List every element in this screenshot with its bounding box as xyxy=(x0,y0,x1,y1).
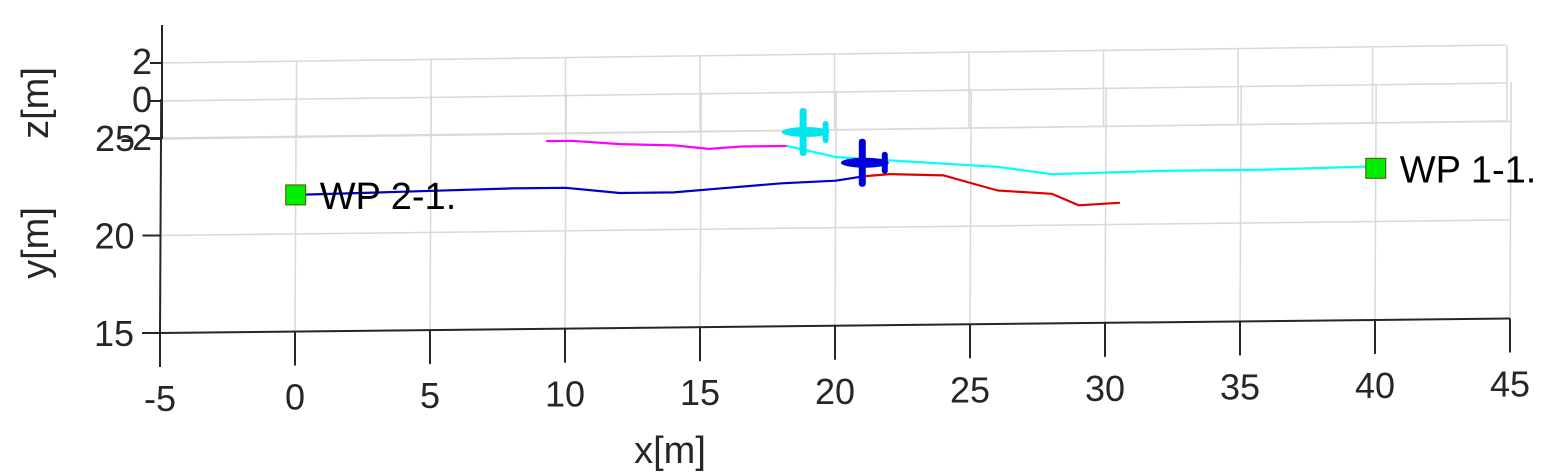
waypoint-label-1: WP 1-1. xyxy=(1400,149,1537,191)
y-tick-label-0: 15 xyxy=(94,313,134,354)
aircraft-tail-1 xyxy=(822,121,829,143)
grid-line-x-7 xyxy=(1104,87,1107,323)
y-tick-label-2: 25 xyxy=(95,118,135,159)
aircraft-icon-2 xyxy=(840,138,889,187)
y-axis-label: y[m] xyxy=(15,207,57,279)
aircraft-wing-2 xyxy=(858,138,866,187)
waypoint-marker-0 xyxy=(285,184,307,206)
x-tick-label-4: 15 xyxy=(680,372,720,413)
aircraft-tail-2 xyxy=(881,151,888,174)
axes xyxy=(142,25,1511,367)
z-tick-label-2: 2 xyxy=(132,41,152,82)
grid-line-x-6 xyxy=(969,88,972,325)
grid-line-x-8 xyxy=(1239,85,1242,322)
z-tick-label-1: 0 xyxy=(132,79,152,120)
y-tick-label-1: 20 xyxy=(94,216,134,257)
waypoint-label-0: WP 2-1. xyxy=(320,176,457,218)
x-tick-label-3: 10 xyxy=(545,374,585,415)
grid-lines xyxy=(159,44,1512,334)
trajectory-blue xyxy=(294,175,864,196)
z-tick-label-0: -2 xyxy=(120,117,152,158)
x-tick-label-1: 0 xyxy=(285,377,305,418)
waypoints: WP 2-1. WP 1-1. xyxy=(285,149,1537,218)
x-axis-label: x[m] xyxy=(634,430,706,472)
z-axis-label: z[m] xyxy=(15,67,57,139)
series-lines xyxy=(294,139,1377,207)
x-tick-label-5: 20 xyxy=(815,371,855,412)
grid-line-y-0 xyxy=(160,219,1511,237)
aircraft-icon-1 xyxy=(781,108,830,156)
x-tick-label-9: 40 xyxy=(1355,365,1395,406)
aircraft-markers xyxy=(781,108,889,187)
x-tick-label-0: -5 xyxy=(144,378,176,419)
x-tick-label-2: 5 xyxy=(420,375,440,416)
aircraft-wing-1 xyxy=(799,108,807,156)
waypoint-marker-1 xyxy=(1365,157,1387,179)
x-tick-label-7: 30 xyxy=(1085,368,1125,409)
grid-line-x-10 xyxy=(1509,81,1512,319)
x-tick-label-8: 35 xyxy=(1220,366,1260,407)
trajectory-red xyxy=(861,173,1121,207)
grid-line-x-9 xyxy=(1374,83,1377,320)
trajectory-magenta xyxy=(545,139,789,150)
trajectory-cyan xyxy=(786,144,1377,176)
x-tick-label-6: 25 xyxy=(950,369,990,410)
x-tick-label-10: 45 xyxy=(1490,364,1530,405)
